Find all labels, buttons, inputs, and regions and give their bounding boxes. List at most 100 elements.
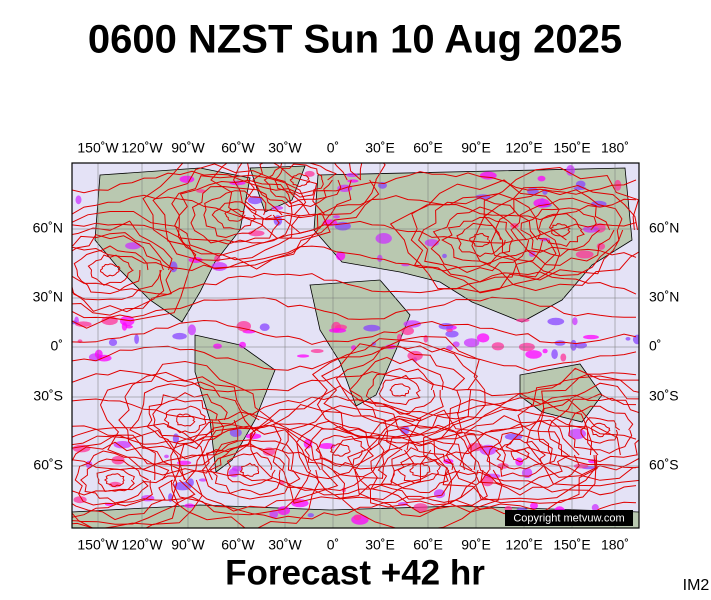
- precip-cell: [375, 233, 392, 244]
- precip-cell: [583, 334, 599, 340]
- isobar: [209, 443, 285, 496]
- isobar: [100, 263, 121, 278]
- isobar: [252, 163, 348, 208]
- isobar: [520, 207, 600, 257]
- longitude-label-top: 120˚E: [505, 140, 542, 156]
- isobar: [315, 434, 367, 468]
- isobar: [201, 439, 301, 500]
- precip-cell: [134, 334, 140, 345]
- isobar: [389, 179, 567, 293]
- isobar: [430, 206, 530, 273]
- precip-cell: [525, 350, 542, 359]
- precip-cell: [297, 354, 310, 358]
- isobar: [73, 245, 149, 295]
- precip-cell: [229, 428, 242, 438]
- isobar: [203, 190, 272, 239]
- longitude-label-bottom: 30˚E: [365, 537, 395, 553]
- isobar: [495, 438, 546, 470]
- isobar: [99, 360, 274, 476]
- precip-cell: [172, 332, 187, 340]
- longitude-label-top: 90˚E: [461, 140, 491, 156]
- precip-cell: [413, 503, 428, 512]
- latitude-label-left: 30˚N: [33, 289, 63, 305]
- precip-cell: [625, 337, 631, 341]
- precip-cell: [164, 454, 169, 459]
- longitude-label-top: 60˚E: [413, 140, 443, 156]
- isobar: [172, 424, 321, 516]
- precip-cell: [353, 514, 362, 521]
- isobar: [72, 434, 187, 525]
- isobar: [311, 335, 486, 446]
- precip-cell: [75, 321, 92, 328]
- precip-cell: [125, 325, 133, 329]
- precip-cell: [198, 478, 208, 482]
- precip-cell: [346, 172, 359, 178]
- isobar: [210, 163, 386, 239]
- precip-cell: [463, 338, 480, 348]
- map-frame: [71, 162, 640, 529]
- precip-cell: [371, 341, 376, 346]
- longitude-label-bottom: 60˚W: [221, 537, 255, 553]
- isobar: [72, 441, 174, 521]
- longitude-label-bottom: 60˚E: [413, 537, 443, 553]
- precip-cell: [72, 444, 91, 453]
- isobar: [433, 397, 599, 504]
- isobar: [263, 163, 337, 205]
- isobar: [537, 382, 639, 476]
- isobar: [505, 367, 639, 487]
- isobar: [483, 184, 639, 281]
- isobar: [72, 420, 637, 445]
- precip-cell: [239, 341, 246, 349]
- isobar: [96, 468, 135, 493]
- north-america: [94, 167, 251, 323]
- isobar: [72, 369, 637, 397]
- copyright-box: [505, 510, 633, 526]
- precip-cell: [530, 502, 538, 510]
- precip-cell: [566, 165, 575, 176]
- longitude-label-top: 180˚: [601, 140, 629, 156]
- isobar: [365, 368, 436, 415]
- precip-cell: [177, 460, 192, 465]
- isobar: [72, 170, 637, 195]
- precip-cell: [329, 328, 347, 333]
- isobar: [239, 462, 260, 477]
- isobar: [72, 211, 197, 329]
- precip-cell: [259, 323, 270, 332]
- longitude-label-bottom: 90˚W: [171, 537, 205, 553]
- precip-cell: [211, 262, 228, 271]
- isobar: [80, 458, 149, 504]
- isobar: [274, 163, 324, 198]
- isobar: [281, 410, 403, 492]
- isobar: [494, 189, 623, 277]
- precip-cell: [407, 350, 423, 361]
- precip-cell: [445, 330, 459, 338]
- precip-cell: [213, 343, 222, 349]
- image-code: IM2: [683, 577, 710, 594]
- precip-cell: [196, 189, 207, 193]
- isobar: [233, 163, 377, 234]
- latitude-label-right: 60˚S: [649, 457, 679, 473]
- precip-cell: [75, 195, 82, 205]
- latitude-label-right: 60˚N: [649, 220, 679, 236]
- longitude-label-bottom: 120˚E: [505, 537, 542, 553]
- isobar: [87, 254, 134, 286]
- longitude-label-top: 90˚W: [171, 140, 205, 156]
- precip-cell: [442, 253, 447, 259]
- precip-cell: [446, 328, 453, 332]
- precip-cell: [169, 261, 178, 273]
- latitude-label-left: 30˚S: [33, 388, 63, 404]
- precip-cell: [542, 348, 548, 354]
- isobar: [320, 339, 478, 439]
- precip-cell: [94, 349, 103, 359]
- isobar: [347, 417, 491, 518]
- isobar: [547, 393, 639, 463]
- precip-cell: [335, 251, 346, 261]
- isobar: [397, 455, 442, 484]
- isobar: [377, 442, 465, 500]
- precip-cell: [347, 179, 359, 183]
- precip-cell: [591, 504, 599, 512]
- longitude-label-bottom: 0˚: [327, 537, 339, 553]
- isobar: [72, 245, 637, 272]
